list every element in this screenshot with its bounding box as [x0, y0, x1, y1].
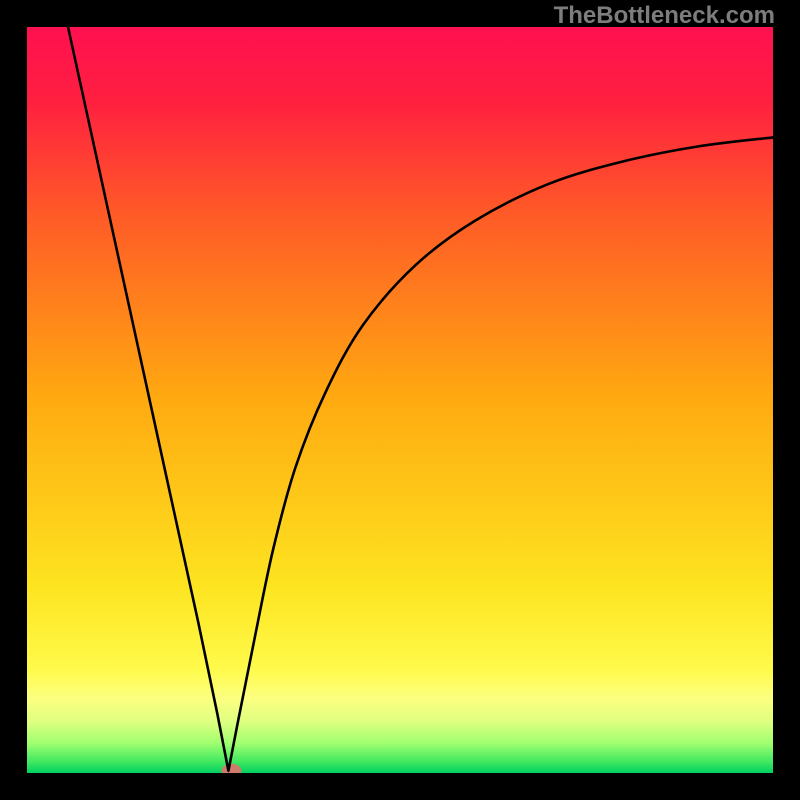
bottleneck-chart: [0, 0, 800, 800]
gradient-panel: [27, 27, 773, 773]
